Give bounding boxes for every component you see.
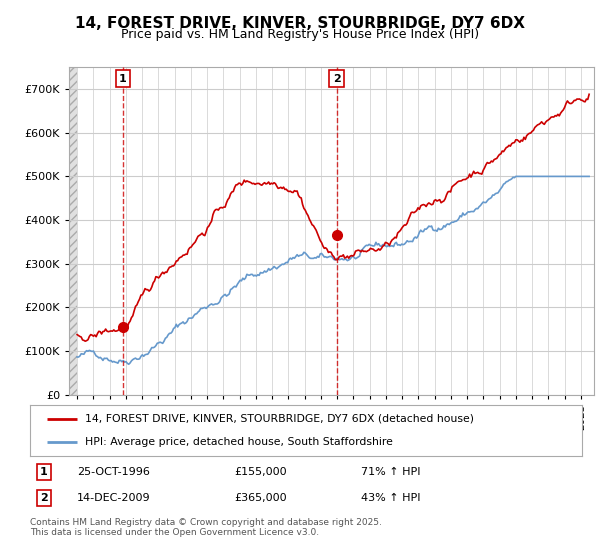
- Text: 14, FOREST DRIVE, KINVER, STOURBRIDGE, DY7 6DX (detached house): 14, FOREST DRIVE, KINVER, STOURBRIDGE, D…: [85, 414, 474, 424]
- Text: £155,000: £155,000: [234, 467, 287, 477]
- Text: 1: 1: [40, 467, 47, 477]
- Text: 14-DEC-2009: 14-DEC-2009: [77, 493, 151, 503]
- Text: 25-OCT-1996: 25-OCT-1996: [77, 467, 150, 477]
- Text: 1: 1: [119, 74, 127, 83]
- Text: 71% ↑ HPI: 71% ↑ HPI: [361, 467, 421, 477]
- Text: 14, FOREST DRIVE, KINVER, STOURBRIDGE, DY7 6DX: 14, FOREST DRIVE, KINVER, STOURBRIDGE, D…: [75, 16, 525, 31]
- Text: £365,000: £365,000: [234, 493, 287, 503]
- Text: 2: 2: [40, 493, 47, 503]
- Text: HPI: Average price, detached house, South Staffordshire: HPI: Average price, detached house, Sout…: [85, 437, 393, 447]
- Text: 2: 2: [332, 74, 340, 83]
- Text: Price paid vs. HM Land Registry's House Price Index (HPI): Price paid vs. HM Land Registry's House …: [121, 28, 479, 41]
- Bar: [69, 67, 77, 395]
- Text: 43% ↑ HPI: 43% ↑ HPI: [361, 493, 421, 503]
- Text: Contains HM Land Registry data © Crown copyright and database right 2025.
This d: Contains HM Land Registry data © Crown c…: [30, 518, 382, 538]
